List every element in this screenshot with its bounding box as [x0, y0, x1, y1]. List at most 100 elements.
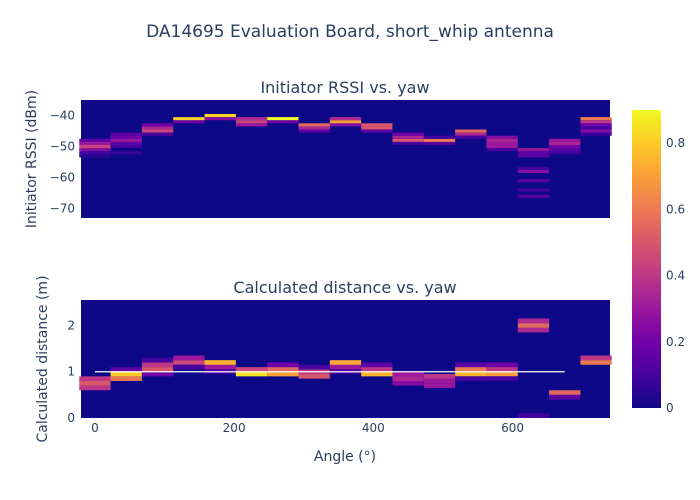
chart-title: DA14695 Evaluation Board, short_whip ant…	[146, 22, 554, 42]
heatmap-cell	[455, 376, 487, 381]
heatmap-cell	[580, 123, 612, 127]
rssi-subplot-title: Initiator RSSI vs. yaw	[260, 78, 429, 97]
heatmap-cell	[517, 323, 550, 328]
heatmap-cell	[141, 367, 174, 372]
heatmap-cell	[580, 129, 612, 133]
heatmap-cell	[549, 141, 581, 146]
heatmap-cell	[549, 138, 581, 142]
heatmap-cell	[455, 362, 487, 368]
heatmap-cell	[141, 357, 174, 363]
rssi-subplot: Initiator RSSI vs. yaw −40 −50 −60 −70 Init…	[24, 78, 612, 228]
heatmap-cell	[580, 126, 612, 130]
rssi-heatmap-cells	[79, 110, 612, 198]
heatmap-cell	[455, 132, 487, 136]
heatmap-cell	[517, 327, 550, 333]
heatmap-cell	[486, 138, 518, 142]
heatmap-cell	[173, 120, 205, 124]
y-tick-label: −70	[50, 202, 75, 216]
heatmap-cell	[517, 166, 550, 170]
heatmap-cell	[517, 151, 550, 155]
heatmap-cell	[235, 367, 268, 372]
heatmap-cell	[141, 129, 174, 133]
heatmap-cell	[329, 360, 362, 365]
y-tick-label: 2	[67, 318, 75, 332]
heatmap-cell	[110, 371, 142, 377]
heatmap-cell	[580, 360, 612, 365]
heatmap-cell	[79, 141, 111, 146]
colorbar	[632, 110, 661, 408]
heatmap-cell	[267, 117, 299, 121]
heatmap-cell	[517, 169, 550, 173]
heatmap-cell	[517, 194, 550, 198]
x-tick-label: 0	[91, 421, 99, 435]
heatmap-cell	[486, 148, 518, 152]
heatmap-cell	[580, 120, 612, 124]
heatmap-cell	[110, 135, 142, 139]
heatmap-cell	[392, 132, 424, 136]
heatmap-cell	[361, 362, 393, 368]
heatmap-cell	[173, 113, 205, 118]
heatmap-cell	[110, 141, 142, 146]
y-tick-label: −50	[50, 140, 75, 154]
heatmap-cell	[517, 318, 550, 324]
heatmap-cell	[361, 129, 393, 133]
heatmap-cell	[517, 154, 550, 158]
heatmap-cell	[110, 138, 142, 142]
distance-y-axis-label: Calculated distance (m)	[35, 275, 51, 442]
heatmap-cell	[110, 145, 142, 149]
heatmap-cell	[549, 148, 581, 152]
y-tick-label: 1	[67, 365, 75, 379]
heatmap-cell	[329, 123, 362, 127]
heatmap-cell	[486, 367, 518, 372]
heatmap-cell	[204, 113, 236, 118]
heatmap-cell	[298, 123, 330, 127]
heatmap-cell	[173, 117, 205, 121]
heatmap-cell	[549, 394, 581, 400]
heatmap-cell	[486, 141, 518, 146]
heatmap-cell	[267, 371, 299, 377]
heatmap-cell	[110, 151, 142, 155]
heatmap-cell	[79, 138, 111, 142]
heatmap-cell	[298, 364, 330, 370]
colorbar-tick-label: 0.4	[666, 269, 685, 283]
colorbar-tick-label: 0.6	[666, 202, 685, 216]
rssi-y-ticks: −40 −50 −60 −70	[50, 109, 75, 216]
heatmap-cell	[204, 117, 236, 121]
heatmap-cell	[549, 390, 581, 395]
heatmap-cell	[392, 380, 424, 386]
y-tick-label: −60	[50, 171, 75, 185]
heatmap-cell	[110, 376, 142, 381]
heatmap-cell	[79, 154, 111, 158]
heatmap-cell	[79, 151, 111, 155]
x-axis-label: Angle (°)	[314, 449, 376, 465]
heatmap-cell	[455, 367, 487, 372]
heatmap-cell	[517, 413, 550, 418]
heatmap-cell	[423, 135, 456, 139]
x-tick-label: 400	[362, 421, 385, 435]
heatmap-cell	[392, 376, 424, 381]
heatmap-cell	[267, 362, 299, 368]
x-ticks: 0 200 400 600	[91, 421, 524, 435]
heatmap-cell	[517, 179, 550, 183]
distance-y-ticks: 0 1 2	[67, 318, 75, 425]
heatmap-cell	[455, 135, 487, 139]
heatmap-cell	[235, 117, 268, 121]
rssi-y-axis-label: Initiator RSSI (dBm)	[24, 90, 40, 228]
heatmap-cell	[392, 135, 424, 139]
heatmap-cell	[580, 132, 612, 136]
heatmap-cell	[423, 141, 456, 146]
heatmap-cell	[141, 362, 174, 368]
heatmap-cell	[392, 371, 424, 377]
x-tick-label: 200	[223, 421, 246, 435]
colorbar-tick-label: 0	[666, 401, 674, 415]
heatmap-cell	[455, 129, 487, 133]
heatmap-cell	[423, 138, 456, 142]
heatmap-cell	[549, 151, 581, 155]
heatmap-cell	[173, 355, 205, 361]
heatmap-cell	[298, 126, 330, 130]
heatmap-cell	[235, 120, 268, 124]
heatmap-cell	[361, 371, 393, 377]
heatmap-cell	[141, 371, 174, 377]
heatmap-cell	[235, 123, 268, 127]
